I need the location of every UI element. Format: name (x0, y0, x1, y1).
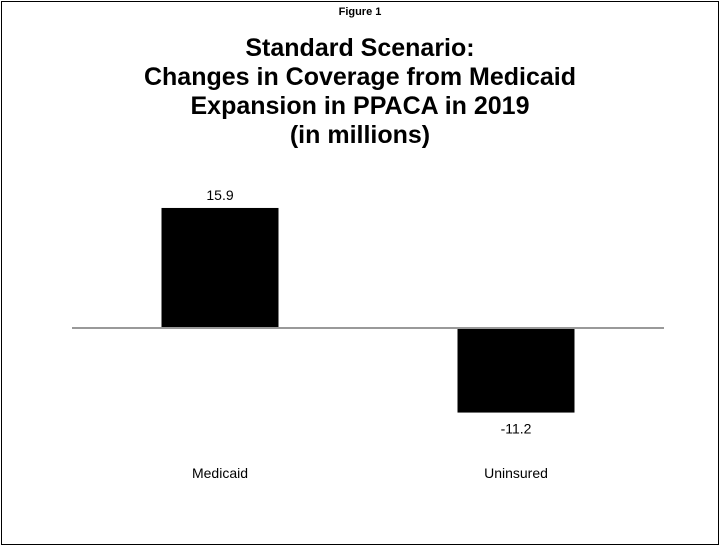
data-label-medicaid: 15.9 (206, 187, 233, 203)
chart-title-line-1: Standard Scenario: (245, 34, 475, 62)
bar-uninsured (457, 328, 575, 413)
bar-medicaid (161, 207, 279, 328)
category-label-uninsured: Uninsured (484, 465, 548, 481)
figure-label: Figure 1 (338, 6, 382, 18)
chart-title-line-4: (in millions) (289, 121, 431, 149)
category-label-medicaid: Medicaid (192, 465, 248, 481)
chart-title: Standard Scenario: Changes in Coverage f… (0, 34, 720, 150)
data-label-uninsured: -11.2 (501, 421, 532, 437)
chart-title-line-2: Changes in Coverage from Medicaid (143, 63, 577, 91)
chart-title-line-3: Expansion in PPACA in 2019 (190, 92, 530, 120)
